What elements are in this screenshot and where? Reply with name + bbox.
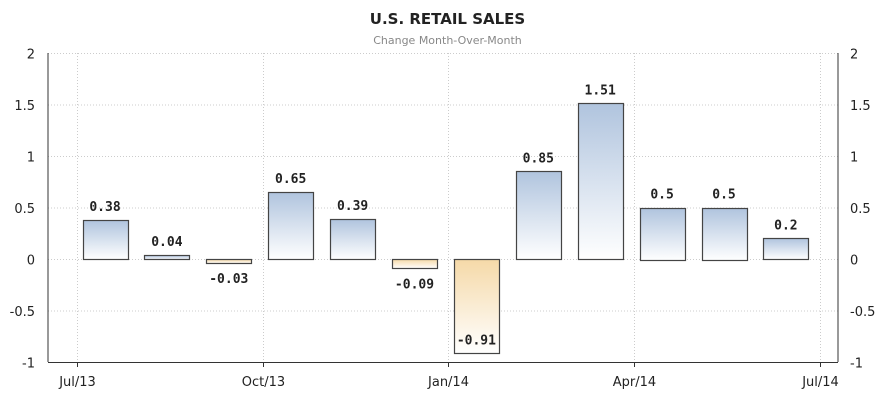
data-label: 0.39	[337, 199, 368, 214]
bar	[762, 237, 810, 261]
data-label: 0.38	[89, 200, 120, 215]
x-tick-label: Jul/14	[801, 375, 839, 390]
data-label: 1.51	[585, 83, 616, 98]
y-tick-label-right: 0	[850, 254, 858, 269]
y-tick-label-right: 2	[850, 48, 858, 63]
data-label: -0.03	[209, 272, 248, 287]
bar	[329, 218, 377, 261]
bar	[82, 219, 130, 261]
data-label: 0.5	[650, 188, 673, 203]
data-label: -0.09	[395, 277, 434, 292]
bar	[205, 258, 253, 265]
y-tick-label-left: -0.5	[10, 305, 35, 320]
x-tick-label: Apr/14	[613, 375, 656, 390]
y-tick-label-left: -1	[22, 357, 35, 372]
y-tick-label-right: 0.5	[850, 202, 871, 217]
data-label: 0.85	[523, 151, 554, 166]
y-tick-label-left: 0	[27, 254, 35, 269]
chart-title: U.S. RETAIL SALES	[369, 10, 526, 28]
data-label: 0.2	[774, 218, 797, 233]
data-label: 0.65	[275, 172, 306, 187]
bar	[267, 191, 315, 261]
x-tick-label: Jan/14	[427, 375, 469, 390]
bar	[515, 170, 563, 261]
bar	[701, 207, 749, 262]
y-tick-label-right: 1	[850, 151, 858, 166]
bar	[391, 258, 439, 270]
y-tick-label-left: 1.5	[14, 99, 35, 114]
y-tick-label-right: -0.5	[850, 305, 875, 320]
y-tick-label-left: 1	[27, 151, 35, 166]
data-label: 0.5	[712, 188, 735, 203]
data-label: 0.04	[151, 235, 182, 250]
data-label: -0.91	[457, 334, 496, 349]
bar	[143, 254, 191, 261]
bar	[639, 207, 687, 262]
y-tick-label-left: 2	[27, 48, 35, 63]
x-tick-label: Jul/13	[58, 375, 96, 390]
y-tick-label-right: 1.5	[850, 99, 871, 114]
y-tick-label-right: -1	[850, 357, 863, 372]
bar	[577, 102, 625, 261]
bar	[453, 258, 501, 355]
chart-subtitle: Change Month-Over-Month	[373, 34, 522, 47]
x-tick-label: Oct/13	[242, 375, 285, 390]
y-tick-label-left: 0.5	[14, 202, 35, 217]
